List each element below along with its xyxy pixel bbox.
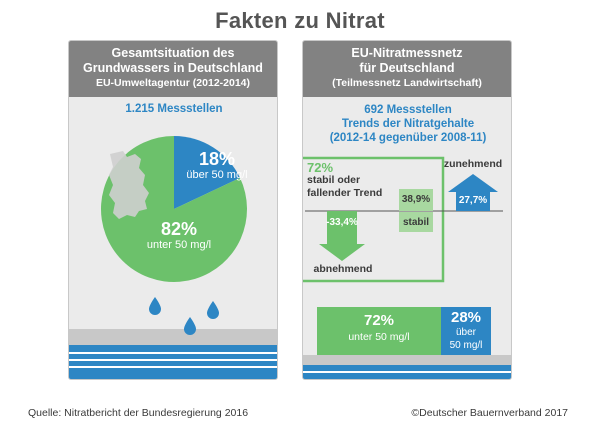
- pie-percent-above: 18%: [198, 149, 236, 169]
- network-subtitle1: Trends der Nitratgehalte: [341, 118, 475, 130]
- water-drop-icon: [184, 317, 196, 335]
- water-stripe: [303, 371, 511, 373]
- decreasing-value: -33,4%: [326, 217, 358, 228]
- water-stripe: [69, 366, 277, 368]
- increasing-label: zunehmend: [443, 158, 503, 170]
- network-header-line3: (Teilmessnetz Landwirtschaft): [332, 77, 482, 89]
- stable-trend-block: 72% stabil oder fallender Trend: [307, 161, 387, 200]
- groundwater-header-line1: Gesamtsituation des: [111, 46, 235, 60]
- water-stripe: [69, 359, 277, 361]
- bottom-below-percent: 72%: [363, 312, 395, 329]
- bottom-above-label-line2: 50 mg/l: [449, 340, 483, 351]
- increasing-value: 27,7%: [458, 195, 488, 206]
- water-drop-icon: [207, 301, 219, 319]
- pie-percent-below: 82%: [160, 219, 198, 239]
- groundwater-header-line2: Grundwassers in Deutschland: [83, 61, 263, 75]
- water-band: [69, 345, 277, 379]
- pie-label-above: 18% über 50 mg/l: [172, 149, 262, 181]
- bottom-below-label: unter 50 mg/l: [348, 331, 410, 343]
- stable-trend-label-line1: stabil oder: [307, 174, 361, 186]
- pie-slice-above-50: [174, 136, 241, 209]
- nitrate-network-panel: EU-Nitratmessnetz für Deutschland (Teilm…: [302, 40, 512, 380]
- groundwater-chart: [69, 136, 277, 379]
- increasing-arrow-icon: [448, 174, 498, 211]
- ground-band: [69, 329, 277, 345]
- bottom-above-label-line1: über: [455, 327, 476, 338]
- network-heading: 692 Messstellen Trends der Nitratgehalte…: [303, 103, 511, 145]
- network-stations: 692 Messstellen: [364, 104, 452, 116]
- water-stripe: [69, 352, 277, 354]
- network-header-line1: EU-Nitratmessnetz: [351, 46, 463, 60]
- nitrate-network-header: EU-Nitratmessnetz für Deutschland (Teilm…: [303, 41, 511, 97]
- pie-label-below: 82% unter 50 mg/l: [114, 219, 244, 251]
- decreasing-label: abnehmend: [313, 263, 373, 275]
- bottom-bar-below-text: 72% unter 50 mg/l: [317, 313, 441, 345]
- ground-band: [303, 355, 511, 365]
- bottom-bar-above-text: 28% über 50 mg/l: [441, 309, 491, 352]
- copyright-note: ©Deutscher Bauernverband 2017: [411, 407, 568, 419]
- groundwater-stations: 1.215 Messstellen: [125, 103, 223, 115]
- network-header-line2: für Deutschland: [359, 61, 455, 75]
- stable-value: 38,9%: [401, 194, 431, 205]
- stable-trend-frame: [303, 156, 445, 283]
- pie-text-below: unter 50 mg/l: [146, 239, 212, 251]
- stable-trend-percent: 72%: [307, 160, 334, 175]
- source-note: Quelle: Nitratbericht der Bundesregierun…: [28, 407, 249, 419]
- stable-bar-upper: [399, 189, 433, 211]
- groundwater-panel-header: Gesamtsituation des Grundwassers in Deut…: [69, 41, 277, 97]
- decreasing-arrow-icon: [319, 211, 365, 261]
- groundwater-header-line3: EU-Umweltagentur (2012-2014): [95, 77, 251, 89]
- water-drop-icon: [149, 297, 161, 315]
- stable-trend-label-line2: fallender Trend: [307, 187, 383, 199]
- network-subtitle2: (2012-14 gegenüber 2008-11): [329, 132, 487, 144]
- germany-map-icon: [109, 151, 149, 219]
- page-title: Fakten zu Nitrat: [215, 8, 385, 33]
- stable-bar-lower: [399, 212, 433, 232]
- bottom-bar-below: [317, 307, 441, 355]
- pie-text-above: über 50 mg/l: [186, 169, 248, 181]
- groundwater-panel: Gesamtsituation des Grundwassers in Deut…: [68, 40, 278, 380]
- trend-chart: [303, 156, 511, 379]
- stable-label: stabil: [402, 217, 430, 228]
- bottom-above-percent: 28%: [450, 309, 482, 326]
- bottom-bar-above: [441, 307, 491, 355]
